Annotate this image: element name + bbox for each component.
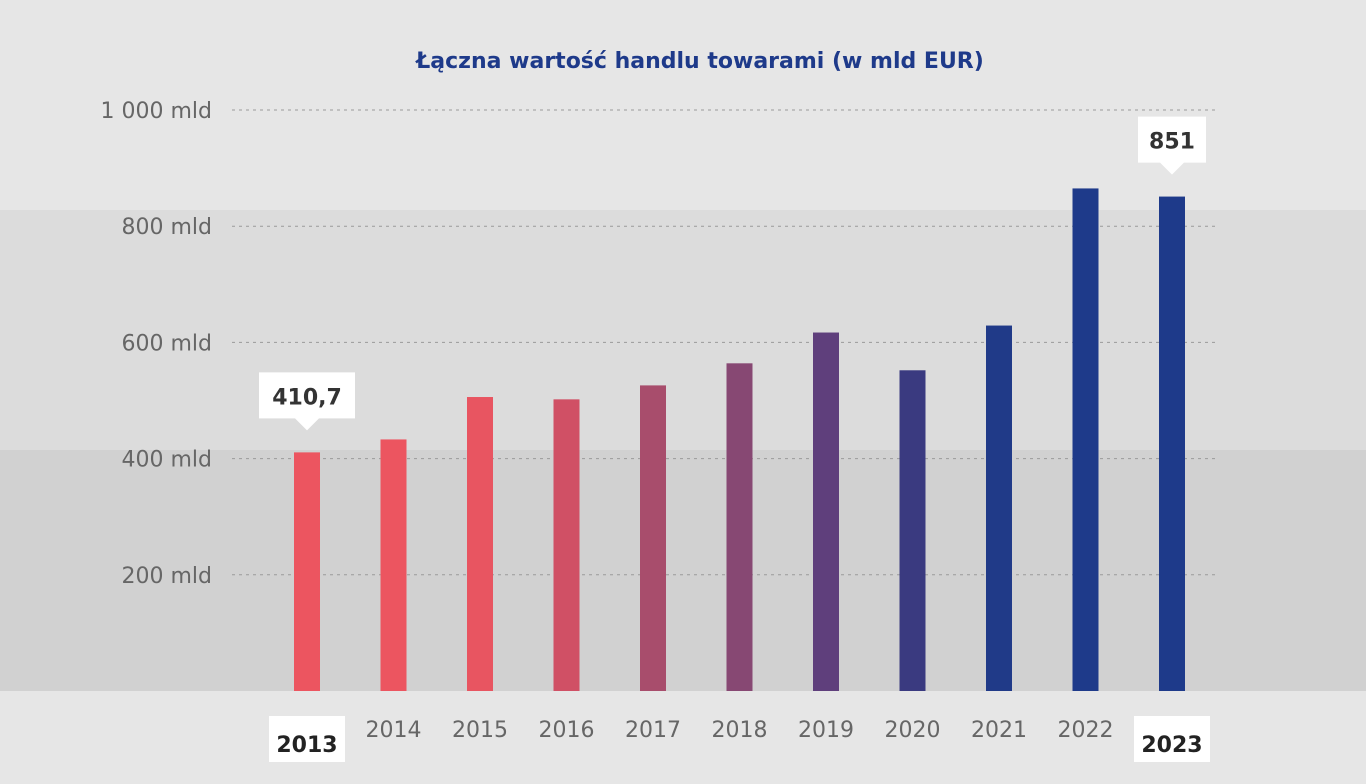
y-tick-label: 800 mld <box>122 215 213 240</box>
y-tick-label: 200 mld <box>122 564 213 589</box>
bar-2014 <box>380 439 407 691</box>
x-tick-label: 2018 <box>712 718 768 743</box>
band-top <box>0 0 1366 210</box>
bar-2018 <box>726 363 753 691</box>
bar-2016 <box>553 399 580 691</box>
data-label: 410,7 <box>272 385 342 410</box>
x-label-box <box>269 716 345 762</box>
bar-2021 <box>986 325 1012 691</box>
x-tick-label: 2017 <box>625 718 681 743</box>
chart-title: Łączna wartość handlu towarami (w mld EU… <box>415 49 984 74</box>
band-bottom <box>0 450 1366 691</box>
x-tick-label: 2020 <box>885 718 941 743</box>
x-tick-label: 2016 <box>539 718 595 743</box>
x-tick-label: 2014 <box>366 718 422 743</box>
bar-2017 <box>640 385 666 691</box>
y-tick-label: 600 mld <box>122 331 213 356</box>
x-tick-label: 2022 <box>1058 718 1114 743</box>
x-tick-label: 2013 <box>276 733 337 758</box>
data-label-callout <box>1138 116 1206 175</box>
bar-2020 <box>899 370 926 691</box>
bar-2022 <box>1072 188 1099 691</box>
x-tick-label: 2023 <box>1141 733 1202 758</box>
y-tick-label: 1 000 mld <box>101 99 212 124</box>
data-label: 851 <box>1149 130 1195 155</box>
bar-2019 <box>813 332 839 691</box>
x-tick-label: 2015 <box>452 718 508 743</box>
data-label-callout <box>259 372 355 431</box>
x-label-box <box>1134 716 1210 762</box>
y-tick-label: 400 mld <box>122 448 213 473</box>
x-tick-label: 2021 <box>971 718 1027 743</box>
bar-2023 <box>1159 196 1185 691</box>
bar-2013 <box>294 452 320 691</box>
bar-2015 <box>467 397 493 691</box>
band-middle <box>0 210 1366 450</box>
x-tick-label: 2019 <box>798 718 854 743</box>
